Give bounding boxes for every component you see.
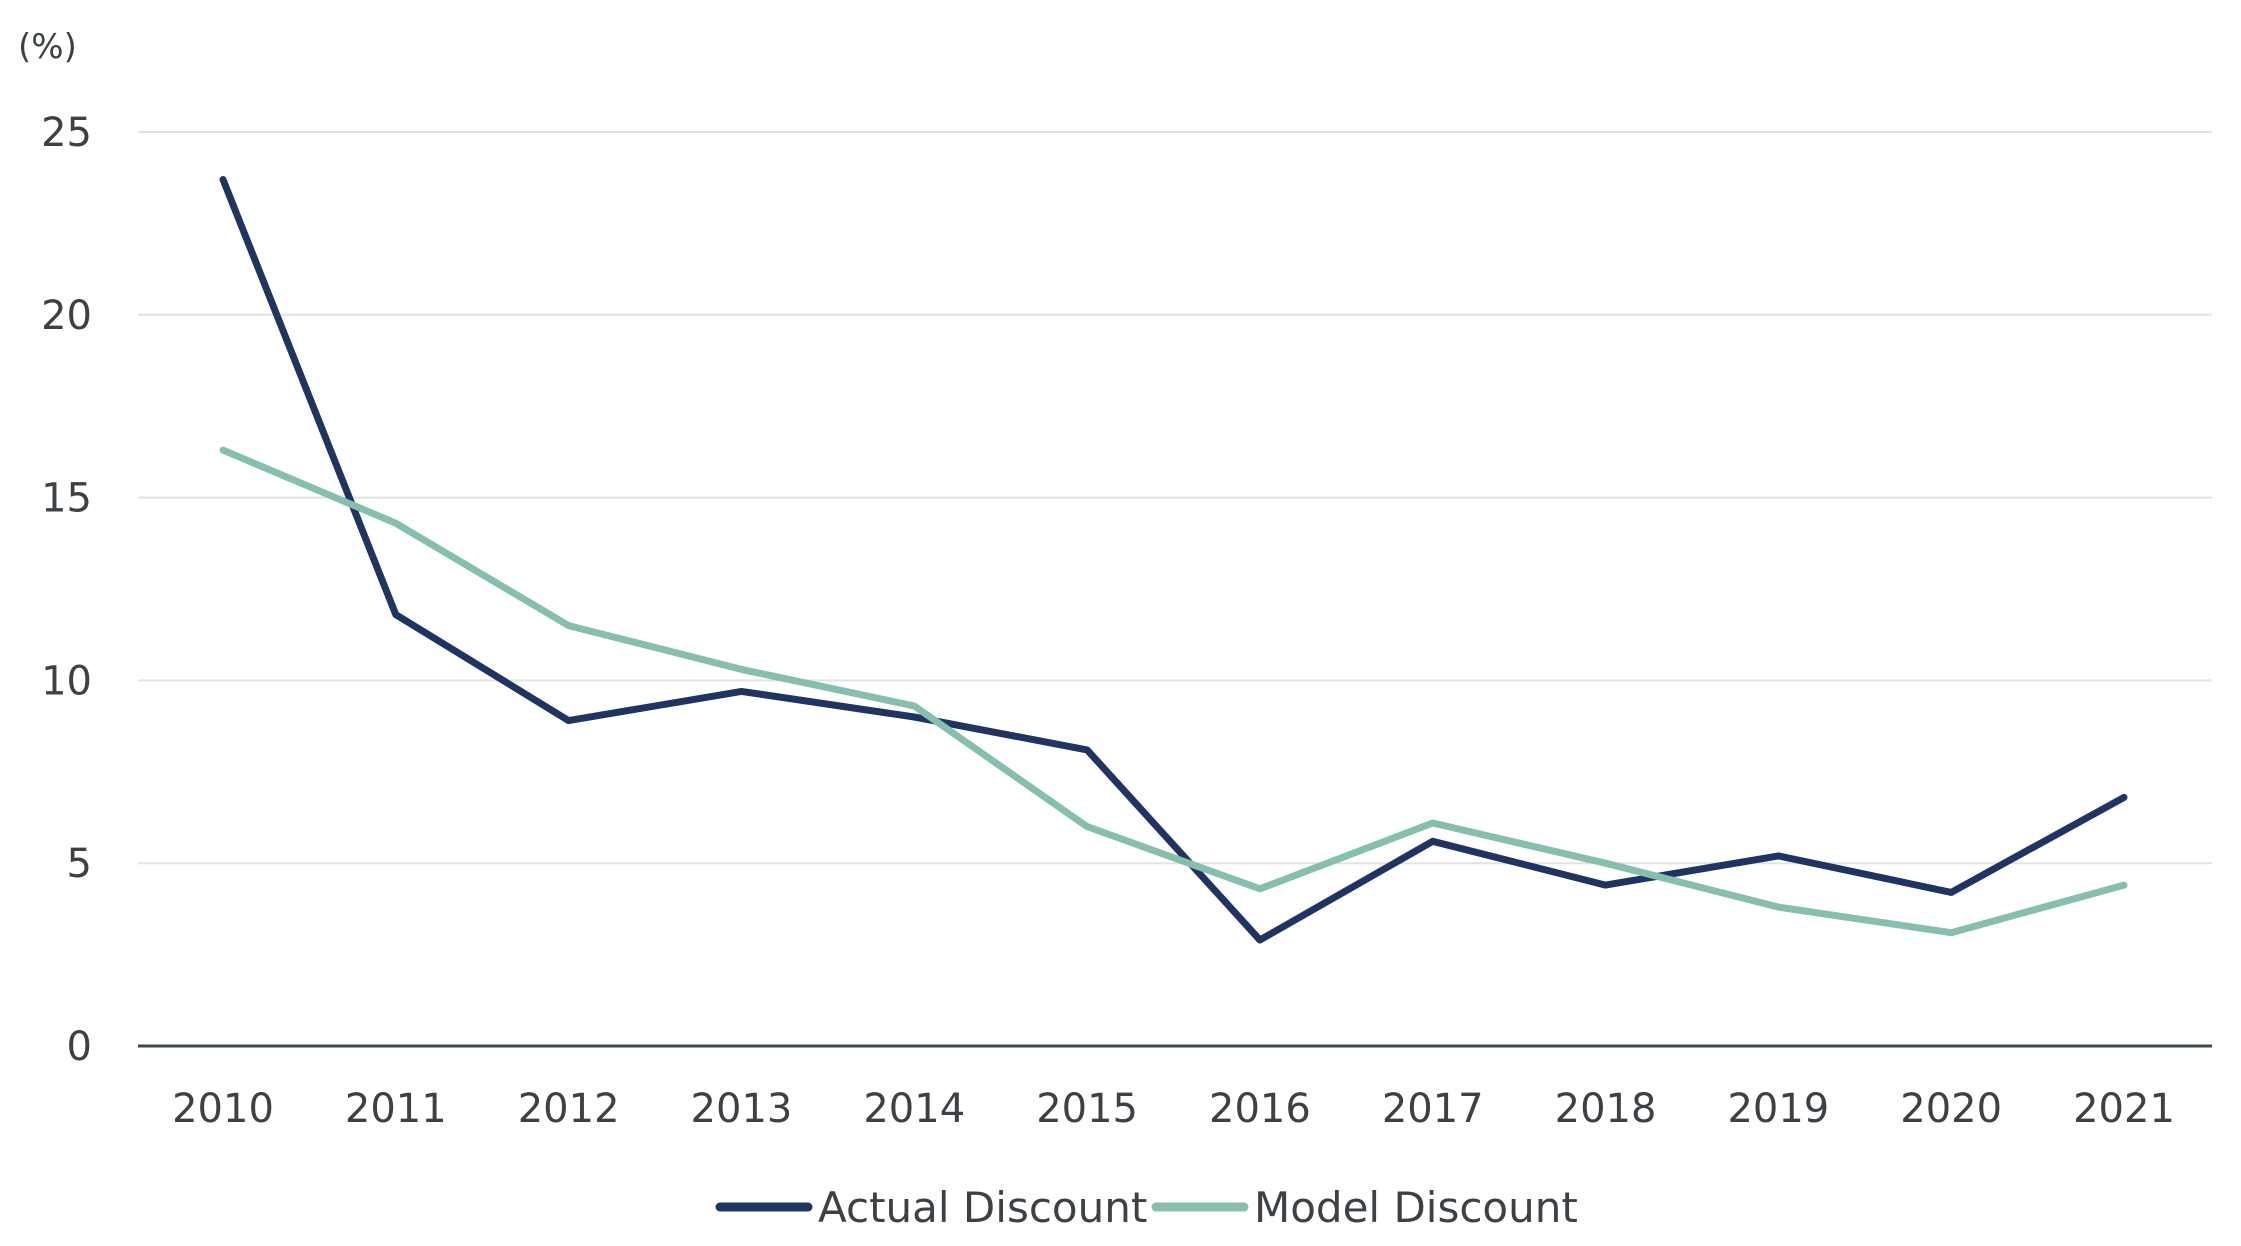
legend-label-model-discount: Model Discount [1254,1183,1578,1232]
y-tick-label: 20 [41,293,92,339]
x-tick-label: 2010 [172,1086,274,1132]
x-tick-label: 2016 [1209,1086,1311,1132]
gridlines [138,131,2212,865]
x-tick-label: 2020 [1900,1086,2002,1132]
x-tick-label: 2017 [1382,1086,1484,1132]
legend: Actual Discount Model Discount [715,1183,1578,1232]
x-axis-ticks: 2010 2011 2012 2013 2014 2015 2016 2017 2018 2019… [172,1086,2175,1132]
y-tick-label: 25 [41,110,92,156]
y-tick-label: 10 [41,658,92,704]
x-tick-label: 2015 [1036,1086,1138,1132]
y-axis-ticks: 0 5 10 15 20 25 [41,110,92,1070]
x-tick-label: 2013 [691,1086,793,1132]
x-tick-label: 2018 [1555,1086,1657,1132]
x-tick-label: 2021 [2073,1086,2175,1132]
series-line-model-discount [219,446,2128,937]
y-axis-unit-label: (%) [18,27,77,67]
series-lines [219,176,2128,944]
x-tick-label: 2014 [863,1086,965,1132]
y-tick-label: 5 [67,841,92,887]
legend-label-actual-discount: Actual Discount [818,1183,1147,1232]
x-tick-label: 2019 [1727,1086,1829,1132]
y-tick-label: 15 [41,476,92,522]
x-tick-label: 2011 [345,1086,447,1132]
series-line-actual-discount [219,176,2128,944]
x-tick-label: 2012 [518,1086,620,1132]
y-tick-label: 0 [67,1024,92,1070]
